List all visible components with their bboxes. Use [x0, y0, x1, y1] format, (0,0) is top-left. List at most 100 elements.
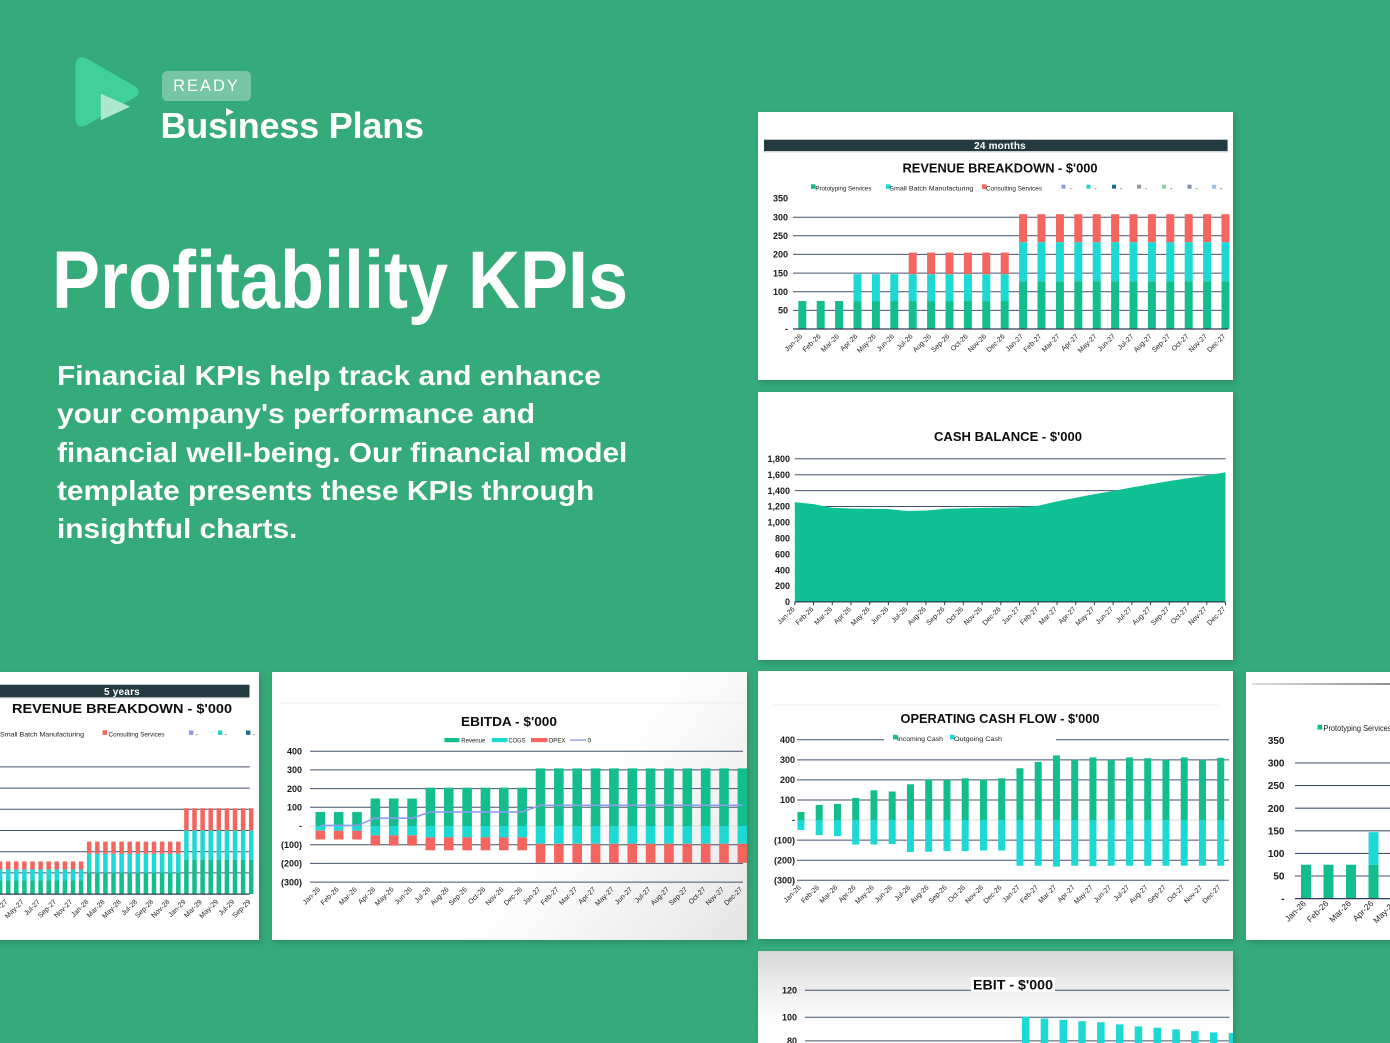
svg-text:Sep-29: Sep-29 — [231, 899, 252, 920]
svg-text:200: 200 — [773, 250, 788, 260]
svg-text:800: 800 — [775, 534, 790, 544]
svg-text:1,400: 1,400 — [767, 486, 790, 496]
svg-text:Aug-27: Aug-27 — [650, 886, 671, 907]
svg-text:May-27: May-27 — [1073, 884, 1095, 906]
svg-text:Small Batch Manufacturing: Small Batch Manufacturing — [889, 186, 973, 193]
svg-text:80: 80 — [787, 1036, 797, 1043]
svg-text:Jun-27: Jun-27 — [1095, 606, 1115, 626]
svg-text:Nov-26: Nov-26 — [963, 606, 984, 627]
svg-text:24 months: 24 months — [974, 141, 1026, 152]
svg-text:-: - — [1095, 186, 1097, 193]
svg-text:May-26: May-26 — [1371, 898, 1390, 925]
svg-text:200: 200 — [1268, 804, 1285, 815]
svg-text:(300): (300) — [281, 877, 302, 887]
svg-text:Sep-26: Sep-26 — [448, 886, 469, 907]
svg-text:Mar-26: Mar-26 — [1327, 898, 1353, 924]
svg-text:Consulting Services: Consulting Services — [986, 186, 1043, 193]
svg-text:Feb-26: Feb-26 — [800, 884, 821, 905]
svg-text:Dec-26: Dec-26 — [983, 884, 1004, 905]
svg-text:300: 300 — [287, 765, 302, 775]
svg-text:-: - — [1220, 186, 1222, 193]
svg-text:Jun-26: Jun-26 — [876, 333, 896, 353]
svg-text:Sep-26: Sep-26 — [930, 333, 951, 354]
svg-text:200: 200 — [780, 775, 795, 785]
svg-text:Prototyping Services: Prototyping Services — [815, 186, 872, 193]
svg-text:Mar-26: Mar-26 — [813, 606, 834, 627]
svg-text:50: 50 — [1273, 872, 1285, 883]
svg-text:Feb-26: Feb-26 — [320, 886, 341, 907]
svg-text:OPERATING CASH FLOW - $'000: OPERATING CASH FLOW - $'000 — [901, 711, 1100, 726]
svg-text:Prototyping Services: Prototyping Services — [1324, 724, 1390, 733]
svg-text:Aug-27: Aug-27 — [1131, 606, 1152, 627]
svg-text:Dec-26: Dec-26 — [982, 606, 1003, 627]
svg-text:Nov-27: Nov-27 — [1188, 606, 1209, 627]
svg-text:Jan-26: Jan-26 — [783, 884, 803, 904]
svg-text:50: 50 — [778, 306, 788, 316]
svg-text:Jun-27: Jun-27 — [1093, 884, 1113, 904]
svg-text:Dec-26: Dec-26 — [986, 333, 1007, 354]
svg-text:Dec-26: Dec-26 — [503, 886, 524, 907]
svg-text:EBITDA - $'000: EBITDA - $'000 — [461, 714, 557, 729]
svg-text:Nov-26: Nov-26 — [964, 884, 985, 905]
svg-text:May-26: May-26 — [374, 886, 396, 908]
svg-text:Feb-26: Feb-26 — [795, 606, 816, 627]
svg-text:May-27: May-27 — [594, 886, 616, 908]
svg-text:-: - — [299, 821, 302, 831]
svg-text:350: 350 — [773, 194, 788, 204]
svg-text:Nov-28: Nov-28 — [150, 899, 171, 920]
svg-text:250: 250 — [773, 231, 788, 241]
svg-text:Mar-26: Mar-26 — [820, 333, 841, 354]
svg-text:100: 100 — [287, 803, 302, 813]
svg-text:Nov-27: Nov-27 — [1183, 884, 1204, 905]
svg-text:REVENUE BREAKDOWN - $'000: REVENUE BREAKDOWN - $'000 — [12, 701, 232, 716]
svg-text:Dec-27: Dec-27 — [1206, 606, 1227, 627]
svg-text:Feb-27: Feb-27 — [1019, 884, 1040, 905]
svg-text:Small Batch Manufacturing: Small Batch Manufacturing — [0, 732, 84, 739]
svg-text:Mar-26: Mar-26 — [819, 884, 840, 905]
svg-text:Jan-26: Jan-26 — [1283, 898, 1308, 923]
svg-text:Dec-27: Dec-27 — [1206, 333, 1227, 354]
svg-text:Nov-27: Nov-27 — [53, 899, 74, 920]
svg-text:-: - — [253, 732, 255, 739]
svg-text:CASH BALANCE - $'000: CASH BALANCE - $'000 — [934, 429, 1082, 444]
svg-text:May-26: May-26 — [850, 606, 872, 628]
svg-text:Jan-26: Jan-26 — [784, 333, 804, 353]
svg-text:COGS: COGS — [509, 738, 526, 745]
svg-text:300: 300 — [1268, 759, 1285, 770]
svg-text:100: 100 — [780, 795, 795, 805]
svg-text:-: - — [1120, 186, 1122, 193]
svg-text:Jun-26: Jun-26 — [394, 886, 414, 906]
svg-text:Dec-27: Dec-27 — [1202, 884, 1223, 905]
svg-text:Sep-27: Sep-27 — [1150, 606, 1171, 627]
svg-text:Jan-26: Jan-26 — [777, 606, 797, 626]
svg-text:-: - — [225, 732, 227, 739]
svg-text:150: 150 — [1268, 826, 1285, 837]
svg-text:1,800: 1,800 — [767, 454, 790, 464]
svg-text:1,200: 1,200 — [767, 502, 790, 512]
svg-text:120: 120 — [782, 986, 797, 996]
svg-text:0: 0 — [588, 738, 592, 745]
svg-text:Aug-26: Aug-26 — [907, 606, 928, 627]
svg-text:-: - — [792, 815, 795, 825]
svg-text:Dec-27: Dec-27 — [723, 886, 744, 907]
svg-text:Aug-26: Aug-26 — [910, 884, 931, 905]
svg-text:Nov-27: Nov-27 — [705, 886, 726, 907]
svg-text:Mar-27: Mar-27 — [1038, 884, 1059, 905]
svg-text:Jun-27: Jun-27 — [614, 886, 634, 906]
svg-text:Jun-27: Jun-27 — [1097, 333, 1117, 353]
svg-text:-: - — [196, 732, 198, 739]
svg-text:600: 600 — [775, 549, 790, 559]
svg-text:Sep-27: Sep-27 — [668, 886, 689, 907]
svg-text:May-26: May-26 — [854, 884, 876, 906]
svg-text:350: 350 — [1268, 736, 1285, 747]
svg-text:Sep-27: Sep-27 — [1151, 333, 1172, 354]
svg-text:Feb-27: Feb-27 — [1023, 333, 1044, 354]
svg-text:-: - — [785, 324, 788, 334]
svg-text:-: - — [1281, 894, 1284, 905]
svg-text:(300): (300) — [774, 875, 795, 885]
svg-text:Jan-27: Jan-27 — [1001, 606, 1021, 626]
svg-text:Jun-26: Jun-26 — [874, 884, 894, 904]
svg-text:Mar-27: Mar-27 — [1038, 606, 1059, 627]
svg-text:200: 200 — [775, 581, 790, 591]
svg-text:(100): (100) — [774, 835, 795, 845]
